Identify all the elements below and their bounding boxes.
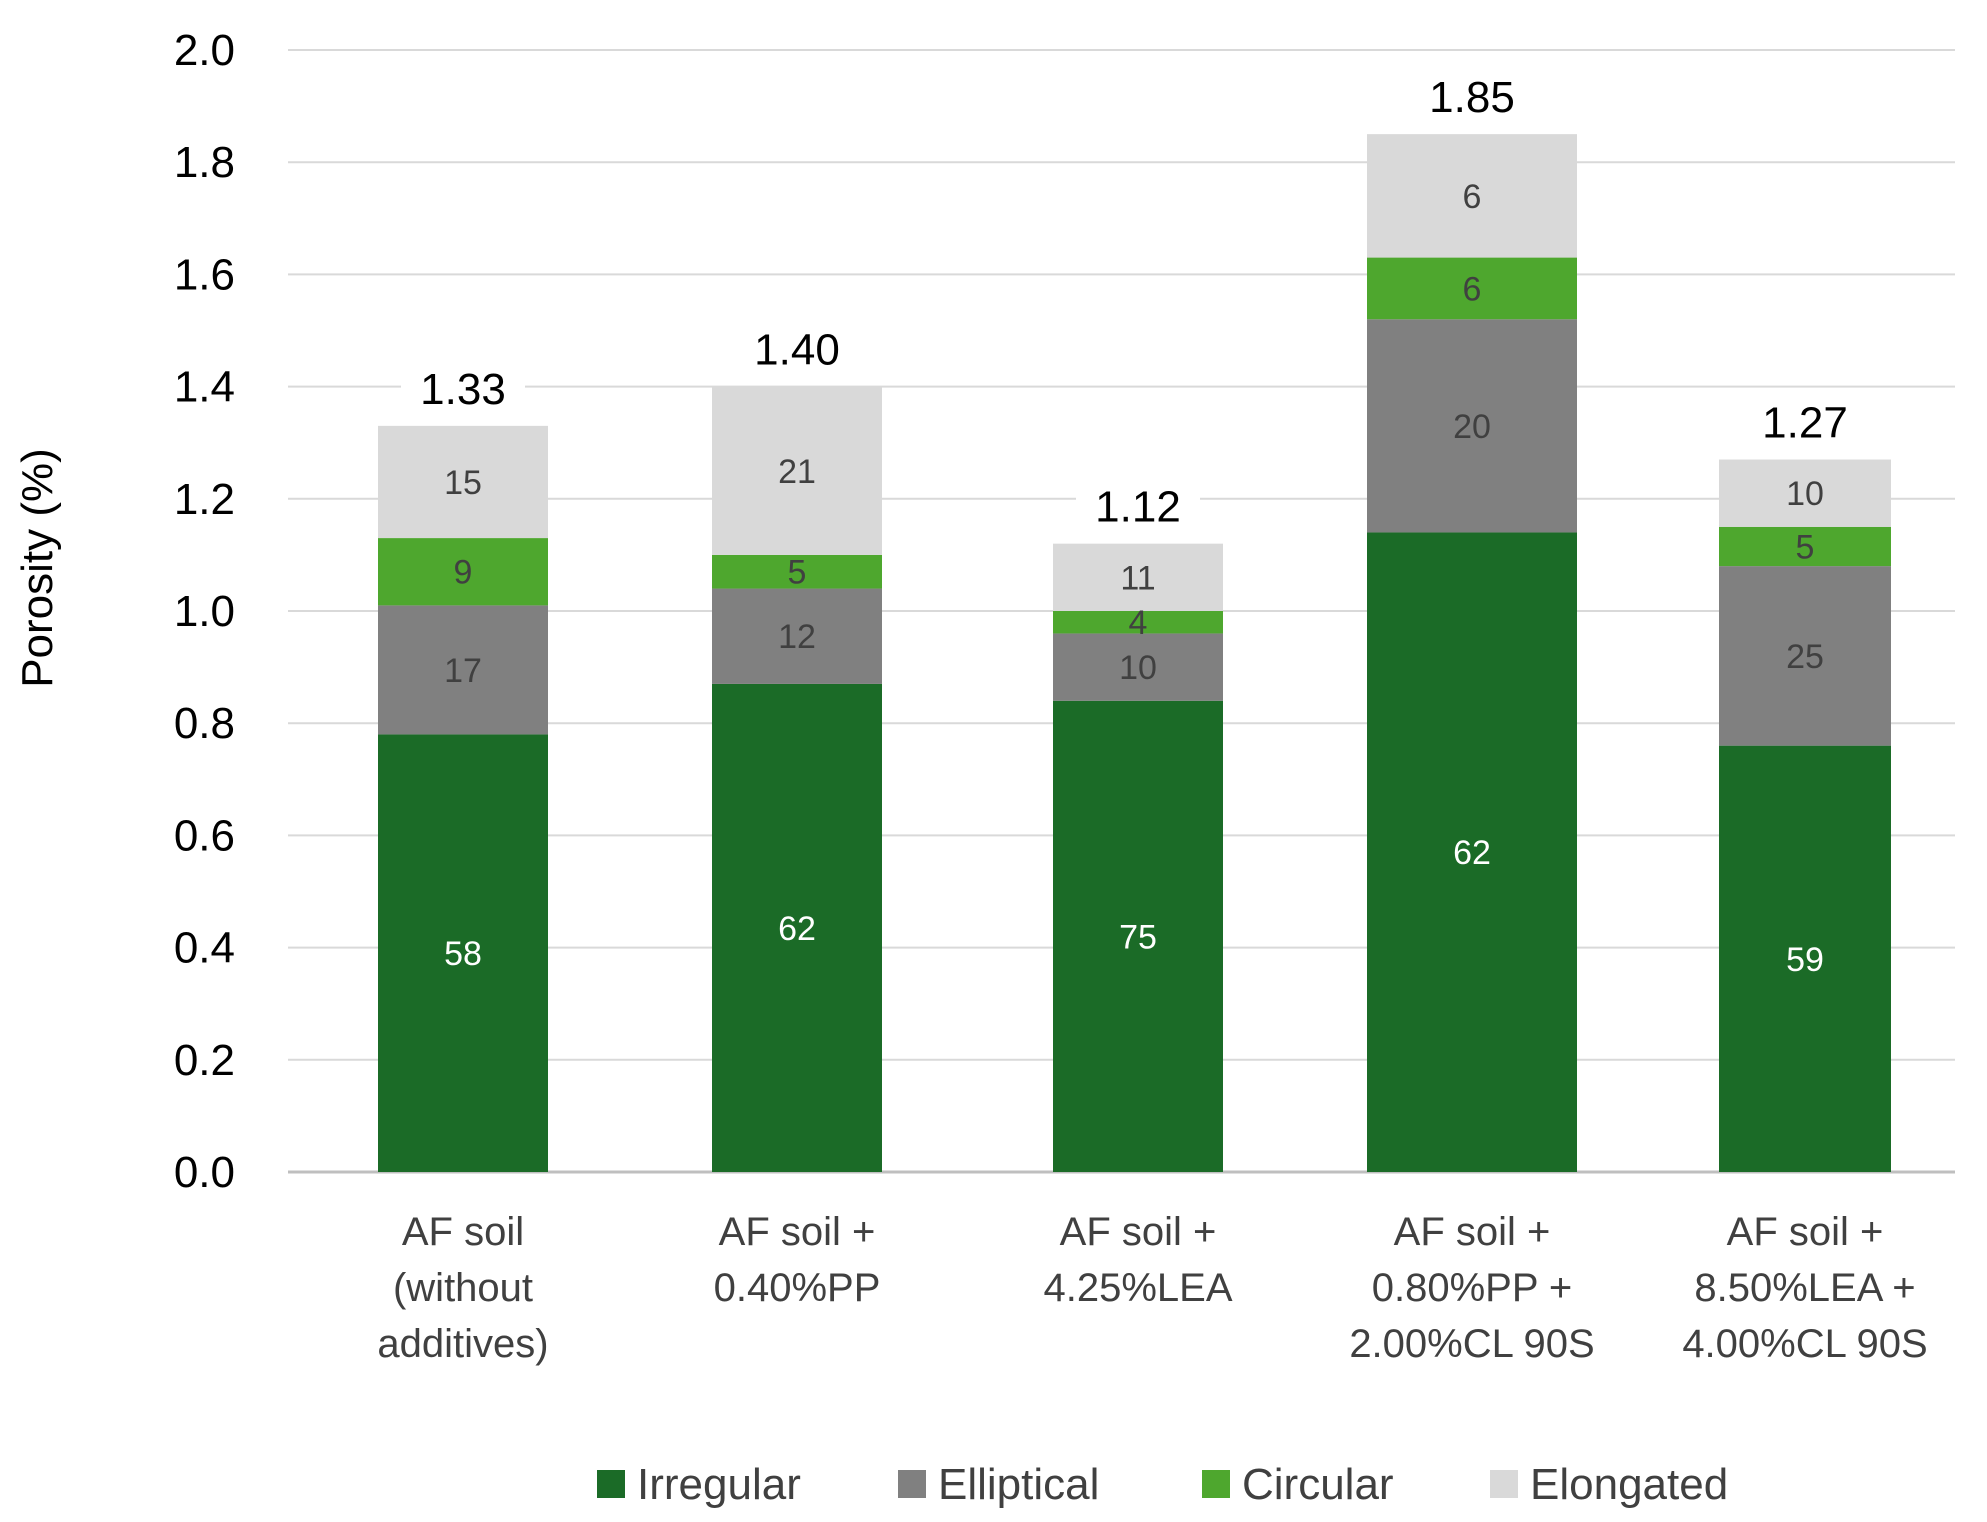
bar-segment-elongated: [378, 425, 548, 539]
segment-data-label: 5: [788, 554, 807, 592]
total-value-label: 1.27: [1762, 399, 1848, 448]
segment-data-label: 62: [778, 910, 816, 948]
x-category-label: AF soil +8.50%LEA +4.00%CL 90S: [1682, 1210, 1927, 1366]
segment-data-label: 58: [444, 935, 482, 973]
segment-data-label: 15: [444, 464, 482, 502]
bar-segment-circular: [1367, 257, 1577, 320]
total-labels: 1.33 1.40 1.12 1.85 1.27: [401, 72, 1867, 532]
bars: [378, 134, 1891, 1172]
bar-segment-irregular: [1053, 700, 1223, 1172]
y-tick-label: 0.4: [174, 924, 235, 973]
total-value-label: 1.12: [1095, 483, 1181, 532]
x-category-label: AF soil (without additives): [377, 1210, 548, 1366]
total-label-background: [1743, 397, 1867, 448]
segment-data-label: 6: [1463, 270, 1482, 308]
segment-data-label: 21: [778, 453, 816, 491]
bar-segment-elliptical: [1719, 566, 1891, 746]
bar-segment-elongated: [712, 386, 882, 555]
total-value-label: 1.85: [1429, 73, 1515, 122]
bar-segment-elongated: [1719, 459, 1891, 527]
segment-labels: 58 17 9 15 62 12 5 21 75 10 4 11 62 20 6 6 59 25 5 10: [444, 178, 1824, 979]
bar-segment-irregular: [712, 683, 882, 1172]
segment-data-label: 10: [1786, 475, 1824, 513]
segment-data-label: 12: [778, 618, 816, 656]
segment-data-label: 17: [444, 652, 482, 690]
total-label-background: [1076, 481, 1200, 532]
y-tick-label: 1.8: [174, 138, 235, 187]
legend: Irregular Elliptical Circular Elongated: [597, 1460, 1728, 1509]
segment-data-label: 25: [1786, 638, 1824, 676]
legend-swatch-irregular: [597, 1470, 625, 1498]
bar-segment-irregular: [378, 734, 548, 1172]
segment-data-label: 4: [1129, 604, 1148, 642]
segment-data-label: 10: [1119, 649, 1157, 687]
segment-data-label: 62: [1453, 834, 1491, 872]
total-label-background: [401, 363, 525, 414]
legend-label: Elliptical: [938, 1460, 1099, 1509]
total-value-label: 1.40: [754, 326, 840, 375]
legend-label: Irregular: [637, 1460, 801, 1509]
legend-label: Elongated: [1530, 1460, 1728, 1509]
y-axis-ticks: 0.0 0.2 0.4 0.6 0.8 1.0 1.2 1.4 1.6 1.8 2.0: [174, 26, 235, 1197]
segment-data-label: 9: [454, 554, 473, 592]
segment-data-label: 11: [1120, 559, 1155, 597]
total-label-background: [735, 324, 859, 375]
bar-segment-circular: [1053, 611, 1223, 634]
legend-swatch-elliptical: [898, 1470, 926, 1498]
y-tick-label: 1.2: [174, 475, 235, 524]
total-value-label: 1.33: [420, 365, 506, 414]
segment-data-label: 6: [1463, 178, 1482, 216]
y-tick-label: 2.0: [174, 26, 235, 75]
bar-segment-elongated: [1367, 134, 1577, 258]
bar-segment-irregular: [1719, 745, 1891, 1172]
segment-data-label: 20: [1453, 408, 1491, 446]
y-tick-label: 0.2: [174, 1036, 235, 1085]
legend-label: Circular: [1242, 1460, 1394, 1509]
y-tick-label: 1.6: [174, 250, 235, 299]
bar-segment-elliptical: [712, 588, 882, 684]
bar-segment-irregular: [1367, 532, 1577, 1172]
bar-segment-circular: [378, 538, 548, 606]
bar-segment-circular: [1719, 526, 1891, 567]
bar-segment-elliptical: [1367, 319, 1577, 533]
y-tick-label: 0.0: [174, 1148, 235, 1197]
y-tick-label: 1.0: [174, 587, 235, 636]
y-axis-title: Porosity (%): [13, 448, 62, 688]
y-tick-label: 1.4: [174, 363, 235, 412]
x-category-label: AF soil +4.25%LEA: [1043, 1210, 1232, 1310]
segment-data-label: 5: [1796, 528, 1815, 566]
total-label-background: [1410, 72, 1534, 123]
bar-segment-elliptical: [1053, 633, 1223, 701]
legend-swatch-circular: [1202, 1470, 1230, 1498]
y-tick-label: 0.6: [174, 811, 235, 860]
y-tick-label: 0.8: [174, 699, 235, 748]
bar-segment-elongated: [1053, 543, 1223, 611]
bar-segment-circular: [712, 554, 882, 589]
legend-swatch-elongated: [1490, 1470, 1518, 1498]
segment-data-label: 59: [1786, 941, 1824, 979]
x-axis-category-labels: AF soil (without additives) AF soil +0.40%P…: [377, 1210, 1927, 1366]
segment-data-label: 75: [1119, 918, 1157, 956]
x-category-label: AF soil +0.40%PP: [714, 1210, 881, 1310]
bar-segment-elliptical: [378, 605, 548, 735]
x-category-label: AF soil +0.80%PP +2.00%CL 90S: [1349, 1210, 1594, 1366]
